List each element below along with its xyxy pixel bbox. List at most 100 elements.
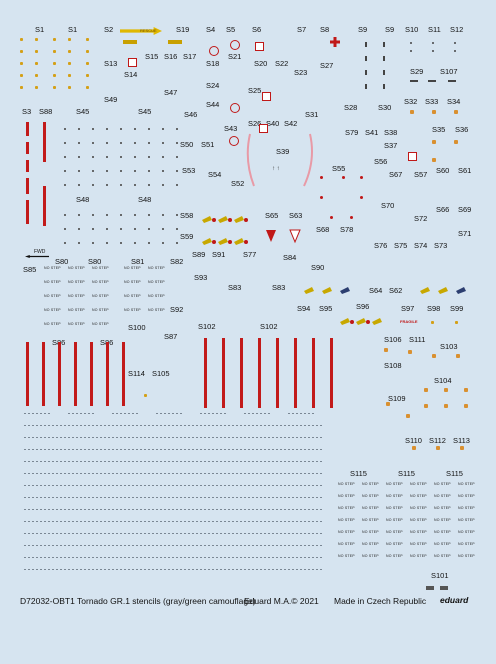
decal-s64-s62-birds — [304, 287, 466, 294]
decal-s101-mark — [440, 586, 448, 590]
decal-s115-nostep-grid: NO STEP NO STEP NO STEP NO STEP NO STEP NO ST… — [338, 482, 475, 558]
decal-s102-bar — [240, 338, 243, 408]
decal-s86-bar — [122, 342, 125, 406]
decal-s102-bar — [294, 338, 297, 408]
decal-s97-fragile: FRAGILE — [400, 319, 418, 324]
decal-s8-cross — [330, 37, 340, 47]
decal-s86-bar — [26, 342, 29, 406]
label-s39: S39 — [276, 147, 290, 156]
label-s47: S47 — [164, 88, 178, 97]
origin-text: Made in Czech Republic — [334, 596, 427, 606]
decal-s55-dots — [320, 176, 370, 226]
label-s6: S6 — [252, 25, 262, 34]
label-s41: S41 — [365, 128, 379, 137]
copyright: Eduard M.A.© 2021 — [244, 596, 319, 606]
decal-s33-s36-dots — [410, 110, 470, 170]
decal-s13-box — [128, 58, 137, 67]
decal-s3-bar — [26, 142, 29, 154]
label-s3: S3 — [22, 107, 32, 116]
label-s115: S115 — [446, 469, 463, 478]
label-s14: S14 — [124, 70, 138, 79]
label-s80: S80 — [88, 257, 102, 266]
label-s79: S79 — [345, 128, 359, 137]
label-s109: S109 — [388, 394, 406, 403]
label-s45: S45 — [138, 107, 152, 116]
decal-s3-bar — [26, 178, 29, 194]
label-s52: S52 — [231, 179, 245, 188]
label-s100: S100 — [128, 323, 146, 332]
label-s78: S78 — [340, 225, 354, 234]
label-s106: S106 — [384, 335, 402, 344]
decal-s102-bar — [312, 338, 315, 408]
label-s83: S83 — [272, 283, 286, 292]
label-s17: S17 — [183, 52, 197, 61]
label-s97: S97 — [401, 304, 415, 313]
decal-s102-bar — [222, 338, 225, 408]
decal-s96-birds — [340, 318, 382, 325]
decal-s3-bar — [26, 122, 29, 136]
label-s105: S105 — [152, 369, 170, 378]
label-s26: S26 — [248, 119, 262, 128]
label-s115: S115 — [350, 469, 367, 478]
decal-s86-bar — [58, 342, 61, 406]
label-s30: S30 — [378, 103, 392, 112]
decal-s86-bar — [90, 342, 93, 406]
label-s20: S20 — [254, 59, 268, 68]
label-s25: S25 — [248, 86, 262, 95]
label-s74: S74 — [414, 241, 428, 250]
label-s114: S114 — [128, 369, 145, 378]
label-s21: S21 — [228, 52, 242, 61]
decal-s48-dot-grid — [58, 208, 178, 248]
decal-s103-s113-dots — [384, 348, 474, 458]
label-s110: S110 — [405, 436, 422, 445]
decal-s101-mark — [426, 586, 434, 590]
label-s108: S108 — [384, 361, 402, 370]
label-s31: S31 — [305, 110, 319, 119]
label-s11: S11 — [428, 25, 441, 34]
label-s82: S82 — [170, 257, 184, 266]
label-s40: S40 — [266, 119, 280, 128]
decal-s2-strip — [123, 40, 137, 44]
label-s75: S75 — [394, 241, 408, 250]
label-s102: S102 — [198, 322, 216, 331]
svg-text:↑ ↑: ↑ ↑ — [272, 166, 280, 172]
label-s89: S89 — [192, 250, 206, 259]
label-s16: S16 — [164, 52, 178, 61]
label-s62: S62 — [389, 286, 403, 295]
label-s61: S61 — [458, 166, 472, 175]
sheet-footer: D72032-OBT1 Tornado GR.1 stencils (gray/… — [0, 594, 496, 610]
label-s12: S12 — [450, 25, 464, 34]
label-s1: S1 — [68, 25, 78, 34]
label-s35: S35 — [432, 125, 446, 134]
label-s80: S80 — [55, 257, 69, 266]
label-s44: S44 — [206, 100, 220, 109]
label-s33: S33 — [425, 97, 439, 106]
decal-s37-box — [408, 152, 417, 161]
label-s94: S94 — [297, 304, 311, 313]
label-s99: S99 — [450, 304, 464, 313]
label-s43: S43 — [224, 124, 238, 133]
label-s58: S58 — [180, 211, 194, 220]
decal-s102-bar — [204, 338, 207, 408]
decal-s102-bar — [258, 338, 261, 408]
label-s104: S104 — [434, 376, 452, 385]
label-s90: S90 — [311, 263, 325, 272]
label-s23: S23 — [294, 68, 308, 77]
label-s102: S102 — [260, 322, 278, 331]
label-s64: S64 — [369, 286, 383, 295]
label-s51: S51 — [201, 140, 215, 149]
decal-s80-s82-nostep-block: NO STEP NO STEP NO STEP NO STEP NO STEP NO S… — [44, 266, 165, 326]
label-s42: S42 — [284, 119, 298, 128]
decal-s58-s59-birds — [202, 216, 248, 245]
decal-s5-circle — [230, 40, 240, 50]
label-s45: S45 — [76, 107, 90, 116]
decal-s4-circle — [209, 46, 219, 56]
label-s54: S54 — [208, 170, 222, 179]
label-s113: S113 — [453, 436, 470, 445]
label-s68: S68 — [316, 225, 330, 234]
decal-s88-bar — [43, 186, 46, 226]
label-s66: S66 — [436, 205, 450, 214]
label-s8: S8 — [320, 25, 330, 34]
label-s69: S69 — [458, 205, 472, 214]
label-s37: S37 — [384, 141, 398, 150]
